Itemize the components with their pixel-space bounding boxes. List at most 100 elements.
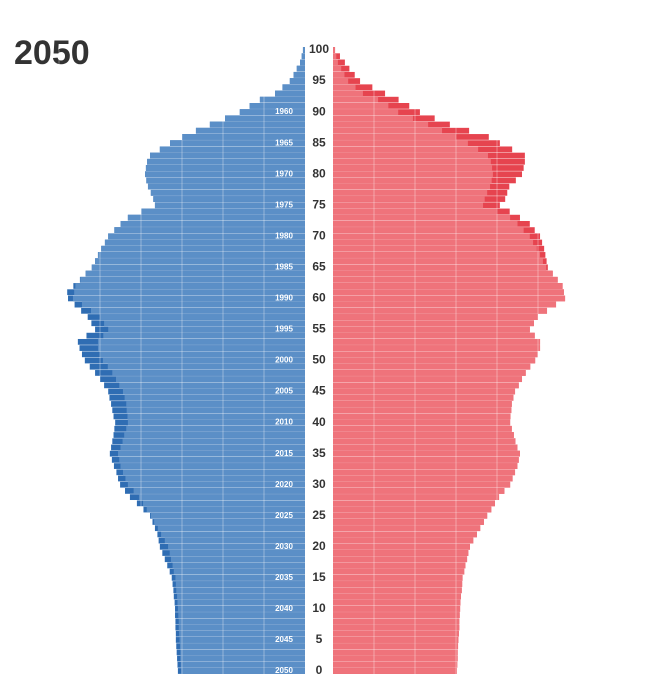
- bar-shared: [333, 456, 519, 463]
- bar-shared: [124, 394, 305, 401]
- bar-shared: [103, 332, 305, 339]
- bar-shared: [90, 307, 305, 314]
- bar-shared: [289, 78, 305, 84]
- bar-shared: [333, 432, 514, 438]
- bar-shared: [333, 357, 536, 364]
- bar-shared: [145, 165, 305, 171]
- y-tick-label: 35: [312, 446, 326, 460]
- bar-shared: [147, 158, 305, 165]
- bar-shared: [333, 84, 356, 91]
- bar-shared: [179, 643, 305, 650]
- bar-shared: [114, 227, 305, 233]
- bar-shared: [333, 183, 491, 190]
- bar-shared: [333, 413, 511, 420]
- bar-shared: [333, 382, 519, 389]
- y-tick-label: 100: [309, 42, 329, 56]
- bar-shared: [333, 332, 535, 339]
- bar-shared: [333, 401, 512, 407]
- bar-shared: [333, 152, 488, 159]
- bar-shared: [177, 606, 305, 612]
- bar-shared: [333, 127, 443, 134]
- bar-shared: [119, 382, 306, 389]
- bar-shared: [333, 568, 465, 575]
- bar-shared: [178, 618, 305, 625]
- bar-shared: [150, 152, 305, 159]
- y-tick-label: 55: [312, 322, 326, 336]
- bar-shared: [333, 425, 512, 432]
- bar-shared: [333, 525, 481, 532]
- bar-shared: [333, 512, 488, 519]
- bar-shared: [333, 307, 548, 314]
- bar-shared: [333, 320, 534, 327]
- bar-shared: [115, 376, 306, 383]
- bar-shared: [333, 419, 511, 426]
- bar-shared: [333, 643, 459, 650]
- bar-shared: [333, 612, 460, 618]
- bar-shared: [333, 537, 474, 544]
- bar-shared: [333, 345, 541, 351]
- bar-shared: [333, 189, 488, 196]
- bar-shared: [333, 475, 513, 482]
- bar-shared: [333, 140, 468, 147]
- bar-shared: [147, 183, 305, 190]
- bar-shared: [179, 630, 305, 637]
- bar-shared: [333, 370, 526, 376]
- bar-shared: [164, 537, 305, 544]
- bar-shared: [333, 587, 462, 594]
- bar-shared: [91, 264, 305, 271]
- y-tick-label: 30: [312, 477, 326, 491]
- y-tick-label: 85: [312, 135, 326, 149]
- bar-shared: [108, 233, 305, 240]
- bar: [333, 53, 340, 60]
- birth-year-label: 2035: [275, 573, 293, 582]
- bar-shared: [333, 506, 492, 513]
- bar-shared: [112, 370, 305, 376]
- bar-shared: [282, 84, 305, 91]
- bar-shared: [127, 413, 305, 420]
- bar-shared: [72, 295, 305, 302]
- bar-shared: [168, 543, 305, 550]
- bar-shared: [333, 134, 456, 140]
- bar-shared: [146, 506, 305, 513]
- bar-shared: [179, 637, 305, 643]
- bar-shared: [301, 53, 305, 60]
- bar-shared: [122, 438, 305, 445]
- bar-shared: [302, 47, 305, 53]
- bar-shared: [333, 463, 518, 469]
- bar-shared: [333, 444, 518, 451]
- bar-shared: [333, 668, 457, 674]
- bar-shared: [146, 177, 305, 184]
- bar-shared: [333, 599, 461, 606]
- bar-shared: [172, 562, 305, 569]
- birth-year-label: 1995: [275, 325, 293, 334]
- bar-shared: [333, 649, 458, 656]
- bar-shared: [333, 494, 500, 501]
- bar-shared: [161, 531, 305, 538]
- bar-shared: [127, 214, 305, 221]
- y-tick-label: 20: [312, 539, 326, 553]
- bar-shared: [333, 314, 538, 320]
- bar-shared: [180, 661, 305, 668]
- bar-shared: [104, 239, 305, 246]
- bar-shared: [178, 612, 305, 618]
- bar-shared: [333, 103, 389, 109]
- bar-shared: [178, 624, 305, 631]
- bar-shared: [333, 338, 541, 345]
- bar-shared: [300, 59, 305, 66]
- bar-shared: [122, 469, 306, 476]
- bar-shared: [85, 270, 306, 277]
- birth-year-label: 2010: [275, 418, 293, 427]
- y-tick-label: 60: [312, 291, 326, 305]
- bar-shared: [97, 345, 305, 351]
- bar-shared: [169, 550, 305, 556]
- bar-shared: [150, 189, 305, 196]
- y-tick-label: 5: [316, 632, 323, 646]
- bar-shared: [150, 512, 305, 519]
- bar-shared: [333, 227, 524, 233]
- bar-shared: [101, 245, 305, 252]
- birth-year-label: 1980: [275, 231, 293, 240]
- bar-shared: [333, 71, 345, 78]
- birth-year-label: 1965: [275, 138, 293, 147]
- birth-year-label: 1985: [275, 262, 293, 271]
- bar-shared: [333, 59, 338, 66]
